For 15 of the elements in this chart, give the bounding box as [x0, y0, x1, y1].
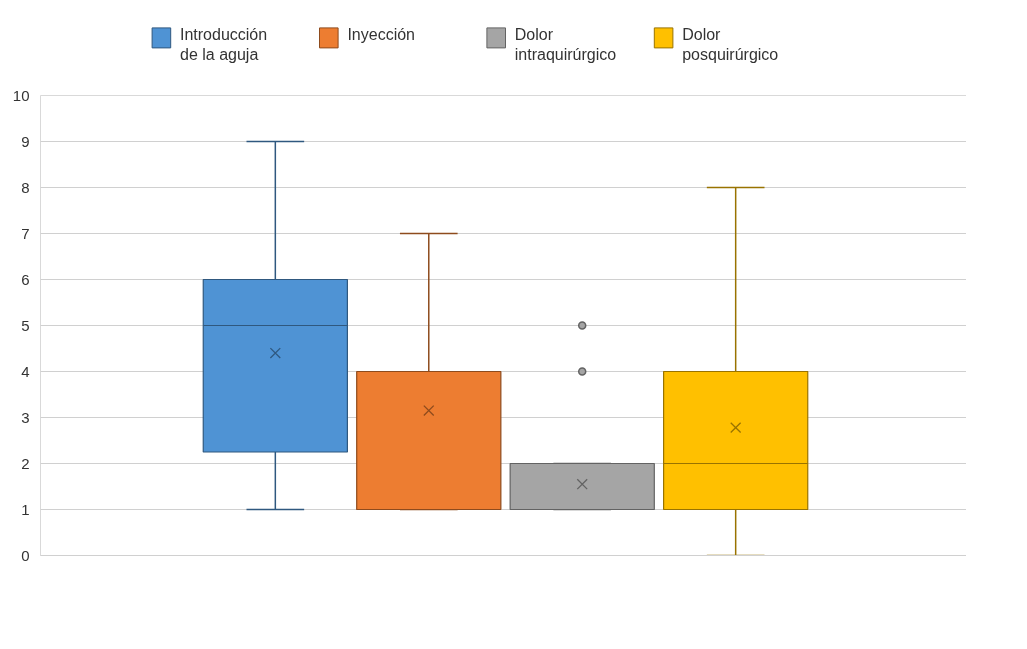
y-tick-label: 9	[21, 132, 30, 150]
y-tick-label: 8	[21, 178, 30, 196]
legend-label: Dolor posquirúrgico	[682, 25, 779, 63]
y-tick-label: 3	[21, 408, 30, 426]
y-tick-label: 7	[21, 224, 30, 242]
legend-label: Dolor intraquirúrgico	[514, 25, 617, 63]
legend-label: Introducción de la aguja	[180, 25, 268, 63]
y-tick-label: 1	[21, 500, 30, 518]
legend-label: Inyección	[347, 25, 415, 43]
y-tick-label: 0	[21, 546, 30, 564]
y-tick-label: 10	[12, 86, 30, 104]
y-tick-label: 5	[21, 316, 30, 334]
y-tick-label: 4	[21, 362, 30, 380]
y-tick-label: 2	[21, 454, 30, 472]
y-tick-label: 6	[21, 270, 30, 288]
